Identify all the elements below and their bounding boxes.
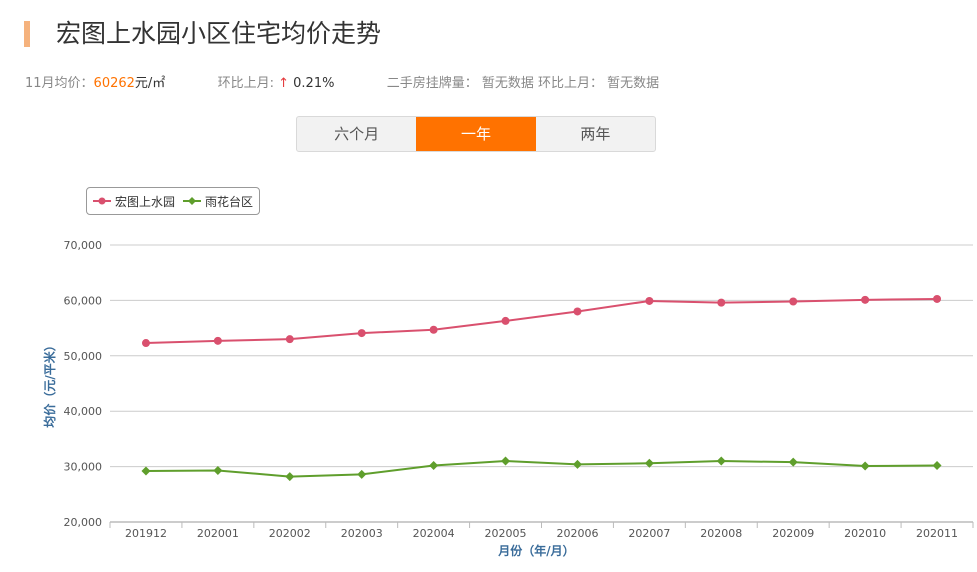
series-line-1 <box>145 297 938 345</box>
data-point <box>141 339 150 348</box>
data-point <box>645 296 654 305</box>
price-stats: 11月均价：60262元/㎡ 环比上月: ↑ 0.21% 二手房挂牌量： 暂无数… <box>25 72 659 91</box>
data-point <box>788 457 798 467</box>
y-tick-label: 50,000 <box>64 350 103 363</box>
data-point <box>860 461 870 471</box>
data-point <box>357 329 366 338</box>
data-point <box>213 465 223 475</box>
legend-label-series2: 雨花台区 <box>205 194 254 209</box>
data-point <box>285 335 294 344</box>
data-point <box>429 325 438 334</box>
data-point <box>573 307 582 316</box>
x-tick-label: 202003 <box>341 527 383 540</box>
data-point <box>717 298 726 307</box>
legend-item-series2[interactable]: 雨花台区 <box>183 193 253 210</box>
data-point <box>861 295 870 304</box>
mom-label: 环比上月: <box>217 76 274 91</box>
data-point <box>141 466 151 476</box>
price-unit: 元/㎡ <box>134 76 166 91</box>
legend-label-series1: 宏图上水园 <box>115 194 176 209</box>
x-tick-label: 202004 <box>413 527 455 540</box>
title-accent-bar <box>24 21 30 47</box>
data-point <box>933 294 942 303</box>
x-tick-label: 202007 <box>628 527 670 540</box>
price-label: 11月均价： <box>25 76 94 91</box>
y-axis-title: 均价（元/平米） <box>42 339 57 427</box>
tab-one-year[interactable]: 一年 <box>416 117 536 151</box>
data-point <box>789 297 798 306</box>
chart-legend: 宏图上水园 雨花台区 <box>86 187 261 215</box>
x-tick-label: 202001 <box>197 527 239 540</box>
x-tick-label: 202005 <box>485 527 527 540</box>
period-tabs: 六个月 一年 两年 <box>296 116 656 152</box>
data-point <box>932 460 942 470</box>
data-point <box>644 458 654 468</box>
x-tick-label: 201912 <box>125 527 167 540</box>
series-line-2 <box>145 460 938 478</box>
y-tick-label: 60,000 <box>64 294 103 307</box>
y-tick-label: 20,000 <box>64 516 103 529</box>
data-point <box>357 469 367 479</box>
x-tick-label: 202011 <box>916 527 958 540</box>
legend-diamond-icon <box>183 197 202 205</box>
y-tick-label: 70,000 <box>64 239 103 252</box>
x-tick-label: 202002 <box>269 527 311 540</box>
data-point <box>213 336 222 345</box>
data-point <box>572 459 582 469</box>
page-title: 宏图上水园小区住宅均价走势 <box>56 19 382 48</box>
y-tick-label: 30,000 <box>64 461 103 474</box>
price-value: 60262 <box>93 76 135 91</box>
data-point <box>501 456 511 466</box>
data-point <box>501 316 510 325</box>
x-tick-label: 202006 <box>556 527 598 540</box>
tab-six-months[interactable]: 六个月 <box>334 125 380 143</box>
legend-circle-icon <box>93 197 111 205</box>
x-tick-label: 202010 <box>844 527 886 540</box>
mom-value: 0.21% <box>293 76 335 91</box>
tab-two-years[interactable]: 两年 <box>580 125 611 143</box>
data-point <box>285 472 295 482</box>
y-tick-label: 40,000 <box>64 405 103 418</box>
x-tick-label: 202008 <box>700 527 742 540</box>
data-point <box>716 456 726 466</box>
legend-item-series1[interactable]: 宏图上水园 <box>93 193 175 210</box>
x-tick-label: 202009 <box>772 527 814 540</box>
x-axis-title: 月份（年/月） <box>497 543 574 558</box>
data-point <box>429 460 439 470</box>
listing-text: 二手房挂牌量： 暂无数据 环比上月： 暂无数据 <box>386 76 660 91</box>
up-arrow-icon: ↑ <box>278 76 290 91</box>
